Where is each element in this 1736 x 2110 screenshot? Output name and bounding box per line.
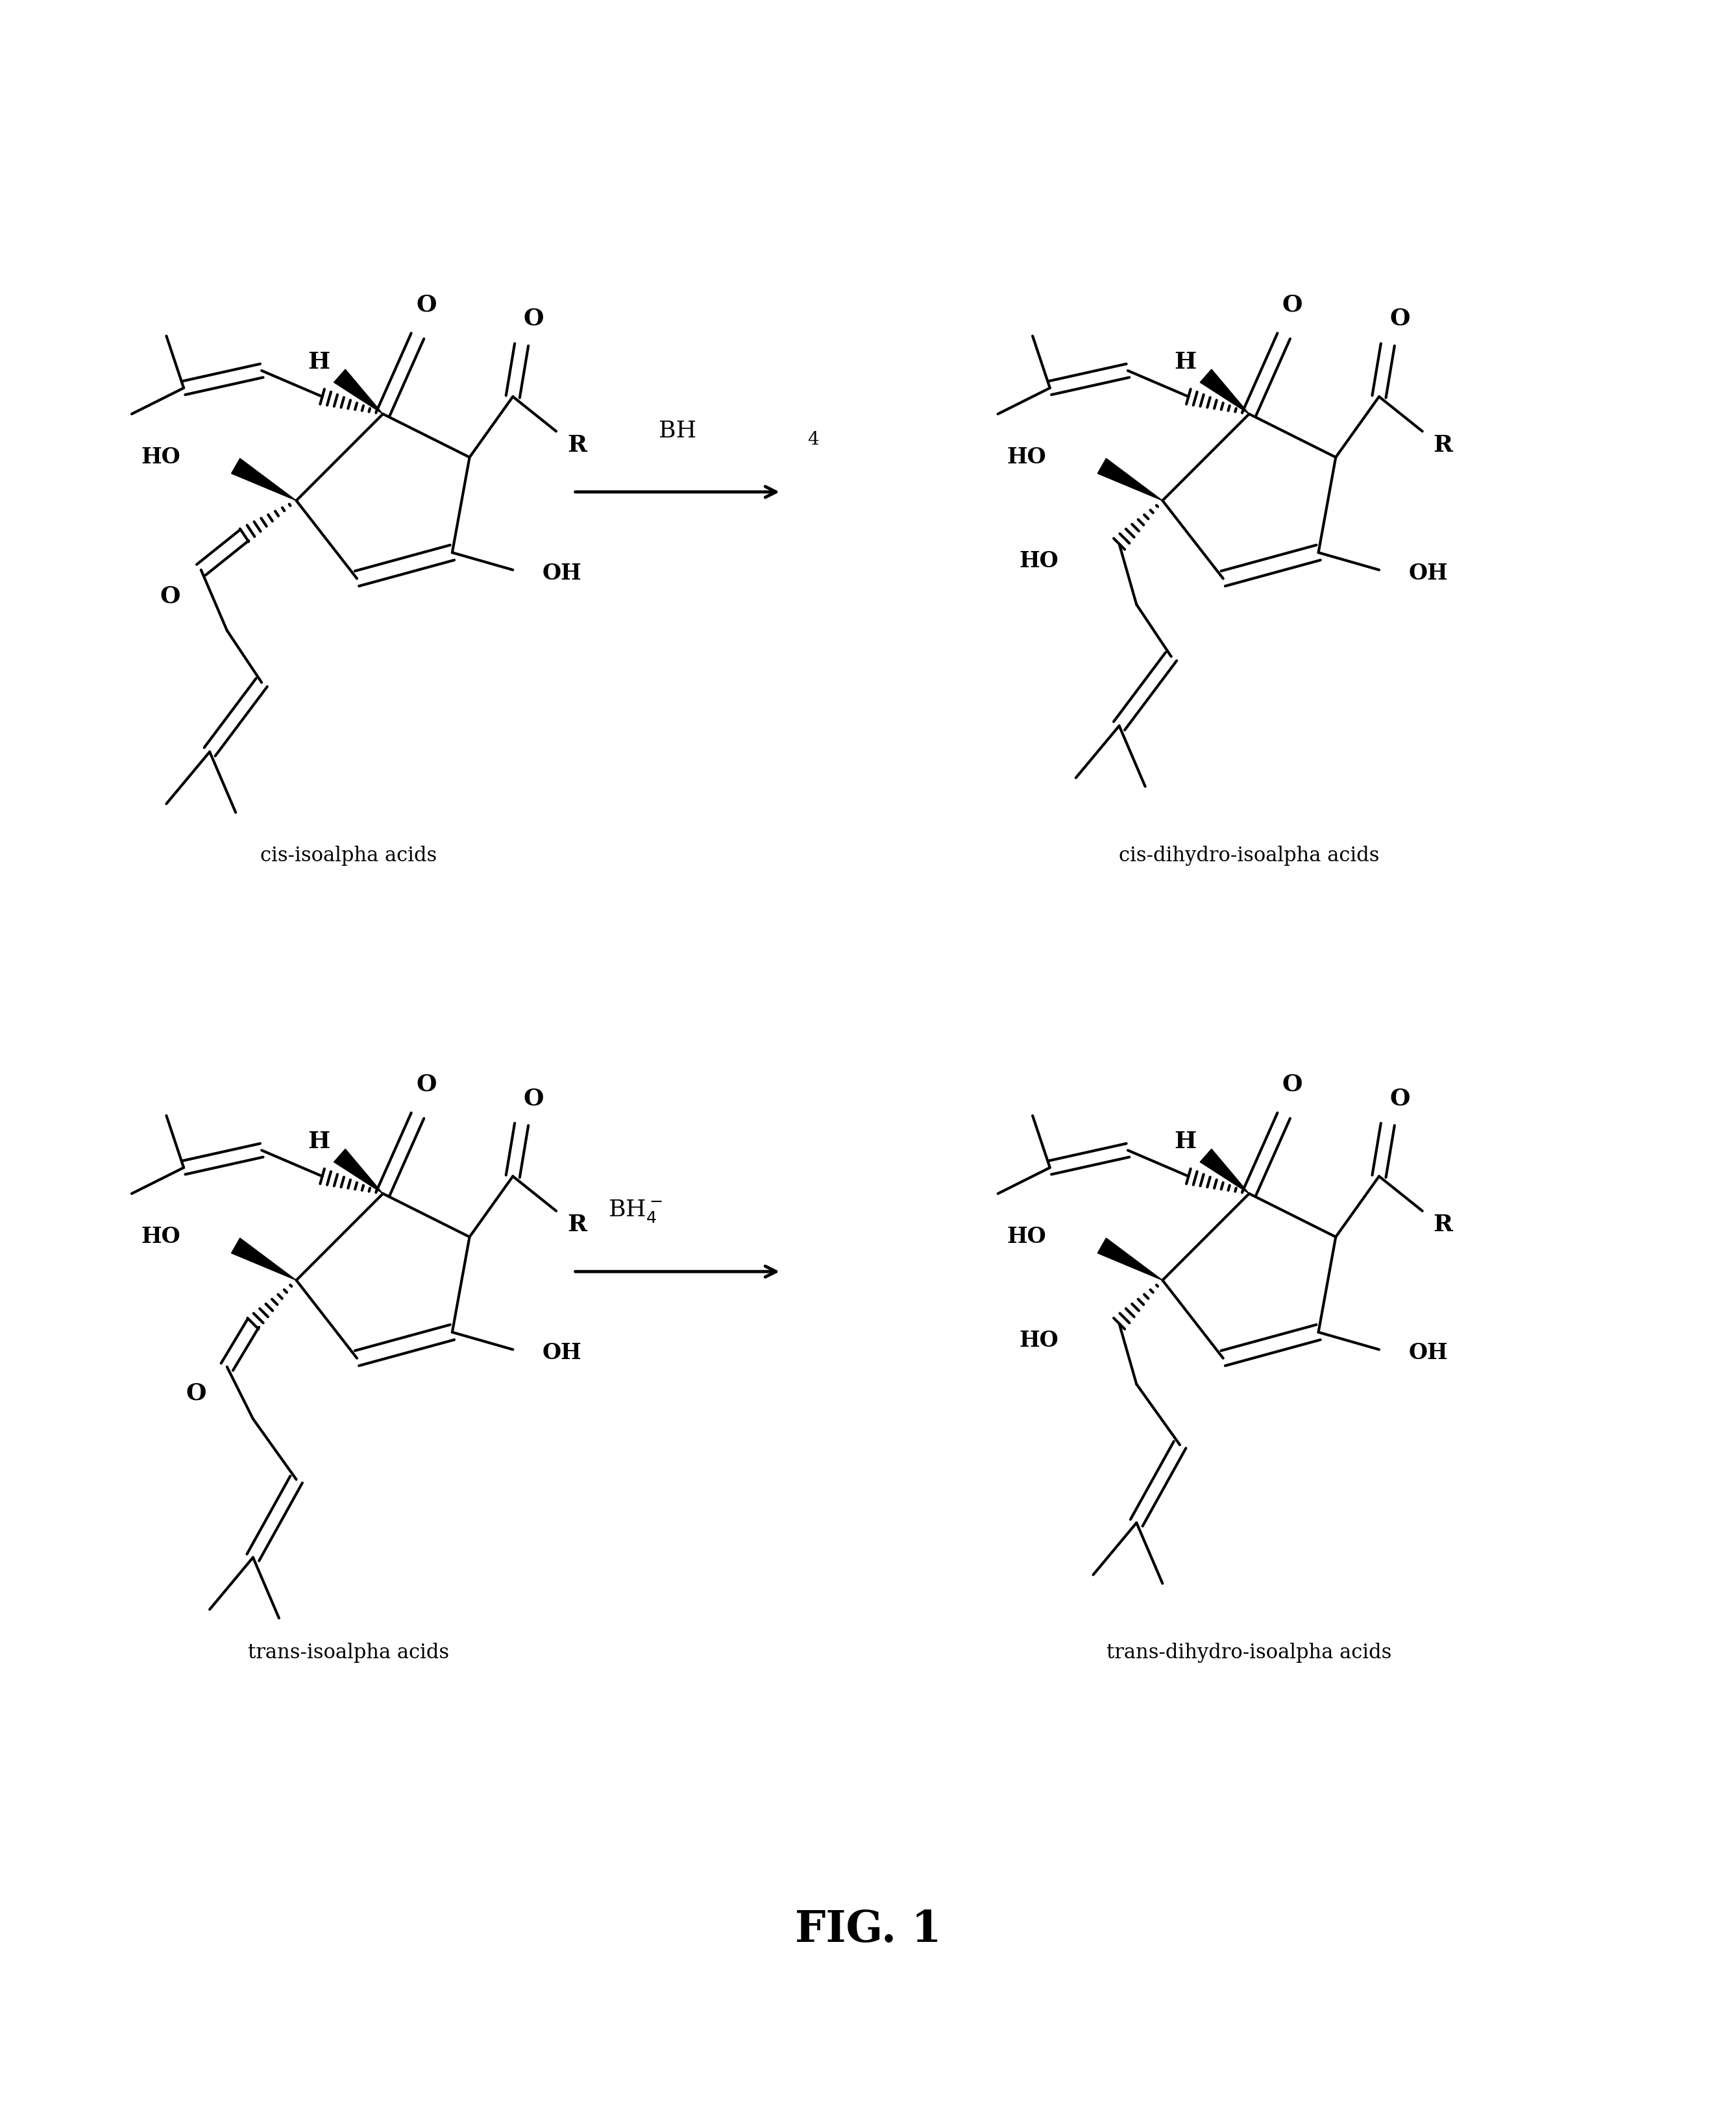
Text: BH: BH [658,420,696,443]
Polygon shape [333,369,384,414]
Text: 4: 4 [807,430,819,449]
Text: R: R [1434,1213,1453,1236]
Text: O: O [1283,293,1302,316]
Text: HO: HO [141,1226,181,1247]
Polygon shape [231,458,297,500]
Text: O: O [417,293,436,316]
Text: O: O [1389,1087,1410,1110]
Text: HO: HO [1007,1226,1047,1247]
Text: O: O [524,308,543,329]
Text: HO: HO [1007,447,1047,468]
Text: H: H [307,350,330,373]
Text: OH: OH [542,563,582,584]
Text: cis-dihydro-isoalpha acids: cis-dihydro-isoalpha acids [1118,846,1380,865]
Text: R: R [568,1213,587,1236]
Text: O: O [1389,308,1410,329]
Text: OH: OH [1408,1342,1448,1363]
Text: HO: HO [1019,551,1059,572]
Polygon shape [231,1239,297,1281]
Text: OH: OH [1408,563,1448,584]
Text: O: O [160,584,181,608]
Text: BH$_4^-$: BH$_4^-$ [608,1198,663,1224]
Text: O: O [417,1074,436,1095]
Text: HO: HO [141,447,181,468]
Text: O: O [1283,1074,1302,1095]
Text: OH: OH [542,1342,582,1363]
Text: FIG. 1: FIG. 1 [795,1910,941,1952]
Text: H: H [307,1131,330,1152]
Text: cis-isoalpha acids: cis-isoalpha acids [260,846,437,865]
Polygon shape [1097,1239,1163,1281]
Text: HO: HO [1019,1329,1059,1353]
Text: R: R [568,435,587,456]
Text: trans-dihydro-isoalpha acids: trans-dihydro-isoalpha acids [1106,1644,1392,1663]
Text: O: O [186,1382,207,1403]
Polygon shape [1097,458,1163,500]
Text: R: R [1434,435,1453,456]
Polygon shape [333,1150,384,1194]
Polygon shape [1200,369,1250,414]
Text: O: O [524,1087,543,1110]
Text: H: H [1174,1131,1196,1152]
Text: trans-isoalpha acids: trans-isoalpha acids [248,1644,450,1663]
Text: H: H [1174,350,1196,373]
Polygon shape [1200,1150,1250,1194]
